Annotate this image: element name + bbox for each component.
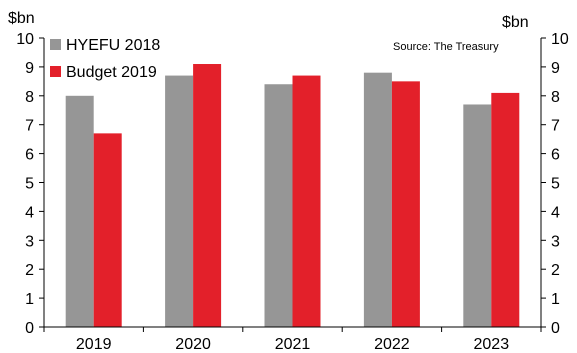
left-tick-label-6: 6	[25, 147, 34, 164]
bar-hyefu-2018-2023	[463, 104, 492, 327]
bar-hyefu-2018-2021	[264, 84, 293, 328]
right-tick-label-0: 0	[551, 320, 560, 337]
left-tick-label-0: 0	[25, 320, 34, 337]
right-tick-label-7: 7	[551, 118, 560, 135]
left-tick-label-10: 10	[16, 31, 34, 48]
right-tick-label-9: 9	[551, 60, 560, 77]
left-tick-label-1: 1	[25, 291, 34, 308]
left-y-ticks: 0 1 2 3 4 5 6 7 8 9 10	[16, 31, 44, 337]
right-tick-label-2: 2	[551, 262, 560, 279]
left-tick-label-7: 7	[25, 118, 34, 135]
bar-hyefu-2018-2020	[165, 75, 194, 327]
left-axis-unit: $bn	[8, 10, 35, 27]
right-tick-label-10: 10	[551, 31, 569, 48]
bar-hyefu-2018-2022	[363, 72, 392, 328]
bar-budget-2019-2020	[193, 64, 222, 327]
bar-budget-2019-2023	[491, 92, 520, 327]
left-tick-label-4: 4	[25, 204, 34, 221]
legend-label-hyefu-2018: HYEFU 2018	[66, 37, 160, 54]
legend-label-budget-2019: Budget 2019	[66, 64, 157, 81]
right-tick-label-5: 5	[551, 176, 560, 193]
left-tick-label-9: 9	[25, 60, 34, 77]
right-tick-label-4: 4	[551, 204, 560, 221]
bar-budget-2019-2021	[292, 75, 321, 327]
bar-hyefu-2018-2019	[65, 95, 94, 327]
left-tick-label-8: 8	[25, 89, 34, 106]
right-y-ticks: 0 1 2 3 4 5 6 7 8 9 10	[541, 31, 569, 337]
left-tick-label-2: 2	[25, 262, 34, 279]
legend: HYEFU 2018 Budget 2019	[50, 37, 160, 81]
bar-budget-2019-2019	[93, 133, 122, 327]
x-tick-label-2023: 2023	[474, 336, 510, 353]
x-tick-label-2022: 2022	[374, 336, 410, 353]
bar-budget-2019-2022	[391, 81, 420, 327]
bars-layer	[65, 64, 520, 328]
right-axis-unit: $bn	[502, 14, 529, 31]
right-tick-label-1: 1	[551, 291, 560, 308]
x-ticks: 2019 2020 2021 2022 2023	[43, 327, 542, 353]
x-tick-label-2019: 2019	[76, 336, 112, 353]
x-tick-label-2021: 2021	[275, 336, 311, 353]
legend-swatch-budget-2019	[50, 66, 61, 77]
left-tick-label-3: 3	[25, 233, 34, 250]
right-tick-label-3: 3	[551, 233, 560, 250]
x-tick-label-2020: 2020	[175, 336, 211, 353]
source-note: Source: The Treasury	[393, 41, 499, 53]
left-tick-label-5: 5	[25, 176, 34, 193]
legend-swatch-hyefu-2018	[50, 39, 61, 50]
right-tick-label-6: 6	[551, 147, 560, 164]
right-tick-label-8: 8	[551, 89, 560, 106]
